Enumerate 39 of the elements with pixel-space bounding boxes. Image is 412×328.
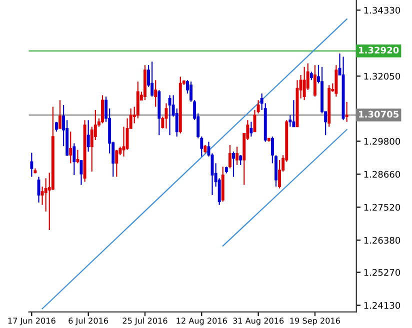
x-tick-label: 25 Jul 2016	[122, 317, 168, 326]
candlestick	[292, 100, 296, 128]
candlestick	[313, 64, 316, 98]
candlestick	[150, 61, 154, 98]
candlestick	[302, 66, 306, 101]
x-tick-label: 17 Jun 2016	[8, 318, 56, 326]
y-tick-label: 1.28660	[364, 170, 400, 178]
ref-line-label: 1.30705	[359, 110, 399, 118]
candlestick	[345, 101, 348, 122]
x-tick-label: 12 Aug 2016	[176, 318, 227, 326]
y-tick-label: 1.32050	[364, 72, 400, 80]
candlestick	[256, 100, 260, 114]
candlestick	[30, 152, 34, 178]
x-tick-label: 19 Sep 2016	[290, 318, 340, 326]
candlestick	[72, 142, 76, 176]
x-tick-label: 31 Aug 2016	[233, 318, 284, 326]
y-tick-label: 1.24130	[364, 302, 400, 309]
candlestick	[278, 159, 282, 189]
ref-line-label: 1.32920	[359, 46, 399, 54]
candlestick	[232, 151, 235, 178]
candlestick	[115, 149, 118, 178]
candlestick	[334, 64, 338, 98]
candlestick	[76, 149, 80, 164]
candlestick	[250, 121, 253, 138]
candlestick	[154, 80, 158, 108]
candlestick	[69, 131, 72, 164]
y-tick-label: 1.25270	[364, 269, 400, 276]
candlestick	[54, 121, 58, 132]
y-tick-label: 1.34330	[364, 6, 400, 14]
y-tick-label: 1.26380	[364, 236, 400, 244]
candlestick	[228, 144, 232, 169]
candlestick	[236, 146, 239, 166]
x-tick-label: 6 Jul 2016	[68, 317, 108, 326]
y-tick-label: 1.29800	[364, 138, 400, 145]
candlestick	[101, 94, 104, 124]
y-tick-label: 1.27520	[364, 204, 400, 211]
candlestick	[58, 100, 62, 130]
candlestick	[86, 120, 90, 152]
candlestick	[239, 154, 242, 166]
